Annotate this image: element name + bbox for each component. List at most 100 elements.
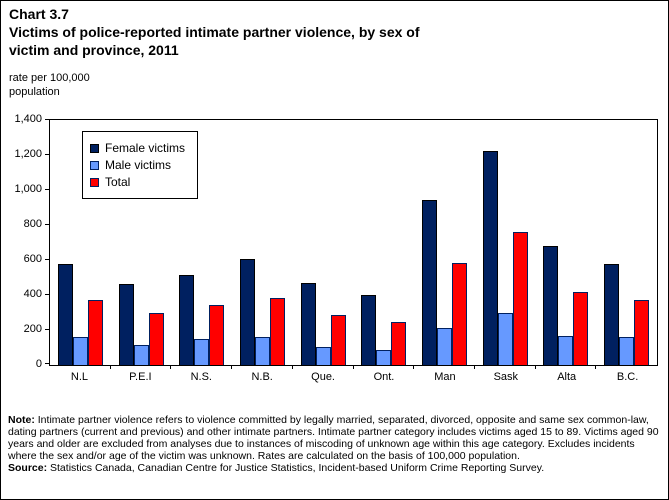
y-tick-mark-1-400 — [45, 119, 49, 120]
bar-male-victims-b-c — [619, 337, 635, 365]
x-axis-label-man: Man — [434, 371, 456, 383]
total-swatch-icon — [90, 177, 99, 187]
bar-female-victims-que — [300, 283, 316, 365]
y-axis: 0 200 400 600 800 1,000 1,200 1,400 — [1, 113, 49, 370]
y-tick-mark-400 — [45, 294, 49, 295]
y-tick-mark-600 — [45, 259, 49, 260]
x-axis-label-ont: Ont. — [373, 371, 395, 383]
bar-female-victims-n-b — [239, 259, 255, 365]
y-tick-mark-200 — [45, 329, 49, 330]
x-axis-label-sask: Sask — [493, 371, 519, 383]
y-axis-unit-label: rate per 100,000 population — [9, 71, 90, 99]
bar-group-n-s — [171, 120, 232, 365]
legend-item-male-victims: Male victims — [90, 158, 185, 172]
x-tick-mark-7 — [474, 366, 475, 369]
x-axis-labels: N.L P.E.I N.S. N.B. Que. Ont. Man Sask Alta B.C. — [49, 371, 658, 383]
x-tick-mark-2 — [170, 366, 171, 369]
source-label: Source: — [8, 462, 48, 474]
x-axis-label-n-b: N.B. — [251, 371, 273, 383]
y-tick-label-400: 400 — [23, 288, 42, 300]
x-axis-label-alta: Alta — [557, 371, 577, 383]
y-tick-label-600: 600 — [23, 253, 42, 265]
bar-female-victims-alta — [543, 246, 559, 365]
bar-male-victims-ont — [376, 350, 392, 365]
bar-total-man — [452, 263, 468, 365]
female-victims-swatch-icon — [90, 143, 99, 153]
legend: Female victims Male victims Total — [82, 131, 199, 199]
bar-group-p-e-i — [111, 120, 172, 365]
bar-total-p-e-i — [148, 313, 164, 365]
x-axis-label-p-e-i: P.E.I — [129, 371, 152, 383]
x-tick-mark-8 — [535, 366, 536, 369]
x-axis-label-n-l: N.L — [70, 371, 89, 383]
legend-item-female-victims: Female victims — [90, 141, 185, 155]
bar-total-n-l — [87, 300, 103, 365]
bar-group-sask — [475, 120, 536, 365]
bar-group-n-l — [50, 120, 111, 365]
bar-female-victims-man — [422, 200, 438, 365]
bar-male-victims-n-s — [194, 339, 210, 365]
bar-group-b-c — [596, 120, 657, 365]
x-tick-mark-3 — [231, 366, 232, 369]
bar-female-victims-sask — [482, 151, 498, 365]
chart-number: Chart 3.7 — [9, 6, 69, 22]
bar-total-b-c — [634, 300, 650, 365]
legend-item-total: Total — [90, 175, 185, 189]
bar-total-que — [330, 315, 346, 365]
bar-male-victims-man — [437, 328, 453, 365]
bar-total-ont — [391, 322, 407, 365]
y-tick-label-1-200: 1,200 — [14, 148, 42, 160]
y-tick-label-1-000: 1,000 — [14, 183, 42, 195]
bar-male-victims-n-b — [254, 337, 270, 365]
bar-male-victims-alta — [558, 336, 574, 365]
y-tick-mark-800 — [45, 224, 49, 225]
y-axis-unit-line1: rate per 100,000 — [9, 72, 90, 84]
bar-male-victims-p-e-i — [133, 345, 149, 365]
bar-total-n-s — [209, 305, 225, 365]
bar-male-victims-sask — [497, 313, 513, 365]
bar-group-ont — [354, 120, 415, 365]
chart-header: Chart 3.7 Victims of police-reported int… — [9, 5, 420, 59]
footnote-block: Note: Intimate partner violence refers t… — [8, 414, 664, 474]
x-axis-label-que: Que. — [311, 371, 335, 383]
x-tick-mark-4 — [292, 366, 293, 369]
bar-total-n-b — [269, 298, 285, 365]
bar-group-man — [414, 120, 475, 365]
x-axis-label-n-s: N.S. — [190, 371, 212, 383]
bar-group-alta — [536, 120, 597, 365]
plot-area: Female victims Male victims Total — [49, 119, 658, 366]
source-paragraph: Source: Statistics Canada, Canadian Cent… — [8, 462, 664, 474]
y-axis-unit-line2: population — [9, 86, 60, 98]
bar-male-victims-que — [315, 347, 331, 365]
x-tick-mark-9 — [595, 366, 596, 369]
note-text: Intimate partner violence refers to viol… — [8, 414, 659, 462]
chart-title-line1: Victims of police-reported intimate part… — [9, 24, 420, 40]
bar-male-victims-n-l — [72, 337, 88, 365]
x-tick-mark-6 — [413, 366, 414, 369]
y-tick-label-800: 800 — [23, 218, 42, 230]
y-tick-mark-1-200 — [45, 154, 49, 155]
male-victims-swatch-icon — [90, 160, 99, 170]
note-paragraph: Note: Intimate partner violence refers t… — [8, 414, 664, 462]
legend-label-female-victims: Female victims — [105, 141, 186, 155]
bar-female-victims-n-s — [179, 275, 195, 365]
y-tick-mark-1-000 — [45, 189, 49, 190]
bar-total-sask — [512, 232, 528, 365]
y-tick-label-1-400: 1,400 — [14, 113, 42, 125]
bar-female-victims-n-l — [57, 264, 73, 365]
bar-female-victims-p-e-i — [118, 284, 134, 365]
legend-label-male-victims: Male victims — [105, 158, 172, 172]
y-tick-label-200: 200 — [23, 323, 42, 335]
bar-group-n-b — [232, 120, 293, 365]
bar-group-que — [293, 120, 354, 365]
x-tick-mark-1 — [110, 366, 111, 369]
x-tick-mark-5 — [353, 366, 354, 369]
legend-label-total: Total — [105, 175, 131, 189]
x-axis-label-b-c: B.C. — [616, 371, 639, 383]
bar-female-victims-b-c — [604, 264, 620, 365]
chart-title-line2: victim and province, 2011 — [9, 42, 179, 58]
note-label: Note: — [8, 414, 35, 426]
bar-female-victims-ont — [361, 295, 377, 365]
bar-total-alta — [573, 292, 589, 365]
